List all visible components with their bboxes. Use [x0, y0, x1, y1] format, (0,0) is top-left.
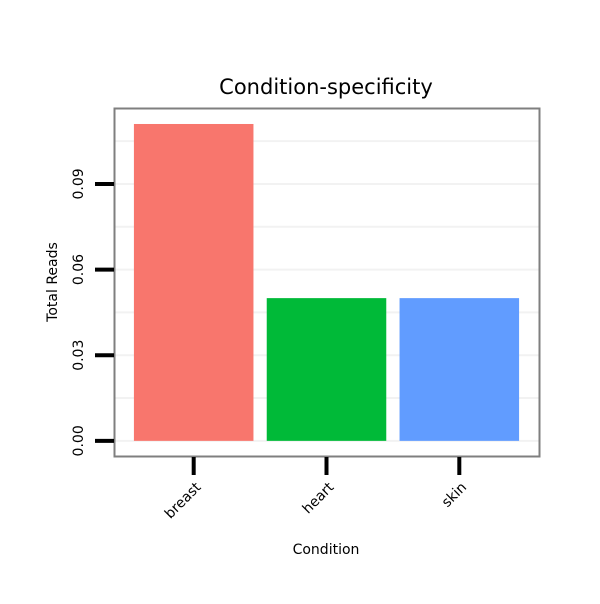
plot-panel-border — [113, 107, 541, 458]
x-axis-label: Condition — [293, 542, 360, 558]
bar-heart — [266, 298, 387, 441]
x-tick-label: heart — [300, 479, 338, 517]
y-tick-label: 0.03 — [71, 340, 87, 371]
x-tick-label: breast — [162, 479, 205, 522]
bar-breast — [133, 123, 254, 441]
y-tick-label: 0.00 — [71, 425, 87, 456]
y-axis-label: Total Reads — [45, 242, 61, 323]
chart-title: Condition-specificity — [219, 75, 433, 99]
bar-skin — [399, 298, 520, 441]
x-tick-label: skin — [439, 480, 470, 511]
y-tick-label: 0.06 — [71, 254, 87, 285]
y-tick-label: 0.09 — [71, 168, 87, 199]
